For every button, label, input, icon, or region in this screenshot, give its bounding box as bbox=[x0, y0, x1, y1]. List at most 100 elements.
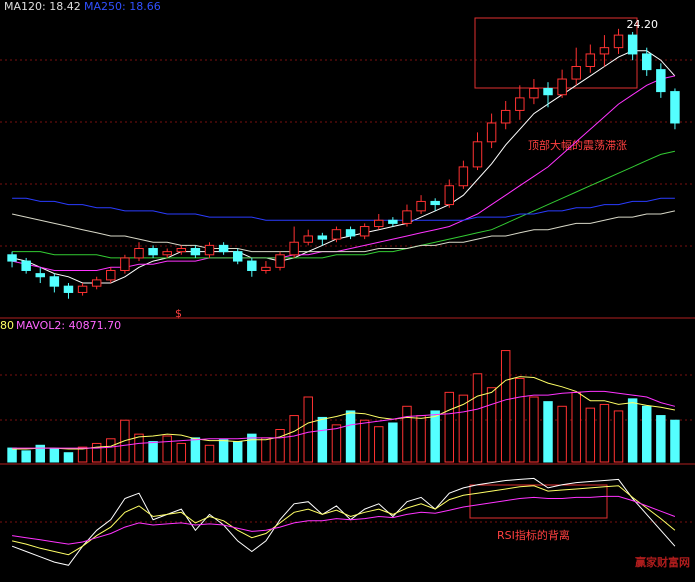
volume-bar bbox=[7, 447, 17, 463]
indicator-line bbox=[12, 376, 675, 450]
indicator-line bbox=[11, 210, 676, 253]
candle-body bbox=[331, 229, 342, 240]
volume-bar bbox=[35, 444, 45, 463]
ma-label: MA250: 18.66 bbox=[84, 0, 161, 13]
volume-bar bbox=[247, 433, 257, 463]
volume-bar bbox=[176, 442, 187, 463]
volume-bar bbox=[261, 437, 271, 463]
candle-body bbox=[515, 97, 525, 111]
volume-bar bbox=[134, 433, 144, 463]
volume-bar bbox=[374, 426, 384, 463]
candle-body bbox=[275, 254, 285, 268]
candle-body bbox=[374, 219, 384, 228]
candle-body bbox=[402, 210, 412, 224]
volume-bar bbox=[529, 396, 539, 463]
volume-bar bbox=[557, 405, 567, 463]
volume-bar bbox=[148, 441, 158, 463]
annotation: 顶部大幅的震荡滞涨 bbox=[528, 138, 627, 152]
candle-body bbox=[134, 248, 144, 259]
indicator-line bbox=[12, 197, 675, 221]
volume-bar bbox=[402, 405, 412, 463]
candle-body bbox=[91, 279, 102, 287]
vol-label: MAVOL2: 40871.70 bbox=[16, 319, 121, 332]
volume-bar bbox=[289, 415, 299, 463]
candle-body bbox=[35, 273, 45, 278]
volume-bar bbox=[416, 415, 426, 463]
candle-body bbox=[613, 34, 624, 49]
candle-body bbox=[176, 248, 187, 253]
volume-bar bbox=[458, 394, 469, 463]
candle-body bbox=[670, 91, 680, 124]
candle-body bbox=[21, 260, 31, 271]
volume-bar bbox=[204, 444, 215, 463]
candle-body bbox=[557, 78, 567, 96]
candle-body bbox=[444, 185, 455, 206]
volume-bar bbox=[571, 391, 581, 463]
candle-body bbox=[571, 65, 581, 80]
candle-body bbox=[345, 229, 356, 237]
volume-bar bbox=[500, 350, 511, 463]
candle-body bbox=[642, 53, 652, 71]
highlight-box bbox=[469, 484, 608, 519]
volume-bar bbox=[472, 373, 483, 463]
candle-body bbox=[599, 47, 610, 55]
volume-bar bbox=[232, 441, 243, 463]
candle-body bbox=[289, 241, 299, 256]
candle-body bbox=[458, 166, 469, 187]
volume-bar bbox=[303, 396, 313, 463]
candle-body bbox=[49, 276, 60, 287]
candle-body bbox=[430, 200, 440, 206]
volume-bar bbox=[21, 450, 31, 463]
indicator-line bbox=[11, 485, 676, 556]
volume-bar bbox=[218, 439, 229, 463]
volume-bar bbox=[331, 424, 342, 463]
candle-body bbox=[7, 254, 17, 262]
candle-body bbox=[388, 219, 398, 224]
candle-body bbox=[317, 235, 328, 240]
candle-body bbox=[486, 122, 497, 143]
candle-body bbox=[218, 244, 229, 253]
candle-body bbox=[627, 34, 638, 55]
volume-bar bbox=[642, 405, 652, 463]
volume-bar bbox=[359, 419, 370, 463]
volume-bar bbox=[345, 410, 356, 463]
volume-bar bbox=[543, 401, 553, 463]
indicator-line bbox=[12, 495, 676, 545]
ma-label: MA120: 18.42 bbox=[4, 0, 81, 13]
candle-body bbox=[148, 248, 158, 256]
watermark: 赢家财富网 bbox=[635, 555, 690, 569]
volume-bar bbox=[317, 416, 328, 463]
candle-body bbox=[261, 266, 271, 271]
candle-body bbox=[120, 257, 130, 271]
candle-body bbox=[359, 226, 370, 237]
candle-body bbox=[416, 200, 426, 212]
candle-body bbox=[543, 87, 553, 96]
volume-bar bbox=[63, 452, 74, 463]
volume-bar bbox=[670, 419, 680, 463]
candle-body bbox=[303, 235, 313, 243]
volume-bar bbox=[91, 442, 102, 463]
candle-body bbox=[63, 285, 74, 293]
volume-bar bbox=[49, 448, 60, 463]
volume-bar bbox=[162, 435, 172, 463]
peak-label: 24.20 bbox=[627, 18, 659, 31]
candle-body bbox=[472, 141, 483, 168]
indicator-line bbox=[11, 477, 676, 566]
candle-body bbox=[232, 251, 243, 262]
volume-bar bbox=[77, 446, 88, 463]
candle-body bbox=[247, 260, 257, 271]
volume-bar bbox=[275, 429, 285, 463]
annotation: RSI指标的背离 bbox=[497, 528, 570, 542]
marker: $ bbox=[175, 307, 182, 320]
volume-bar bbox=[388, 422, 398, 463]
candle-body bbox=[190, 248, 201, 256]
volume-bar bbox=[106, 438, 116, 463]
candle-body bbox=[585, 53, 596, 67]
volume-bar bbox=[444, 391, 455, 463]
volume-bar bbox=[656, 415, 666, 463]
vol-label: 80 bbox=[0, 319, 14, 332]
candle-body bbox=[204, 244, 215, 256]
